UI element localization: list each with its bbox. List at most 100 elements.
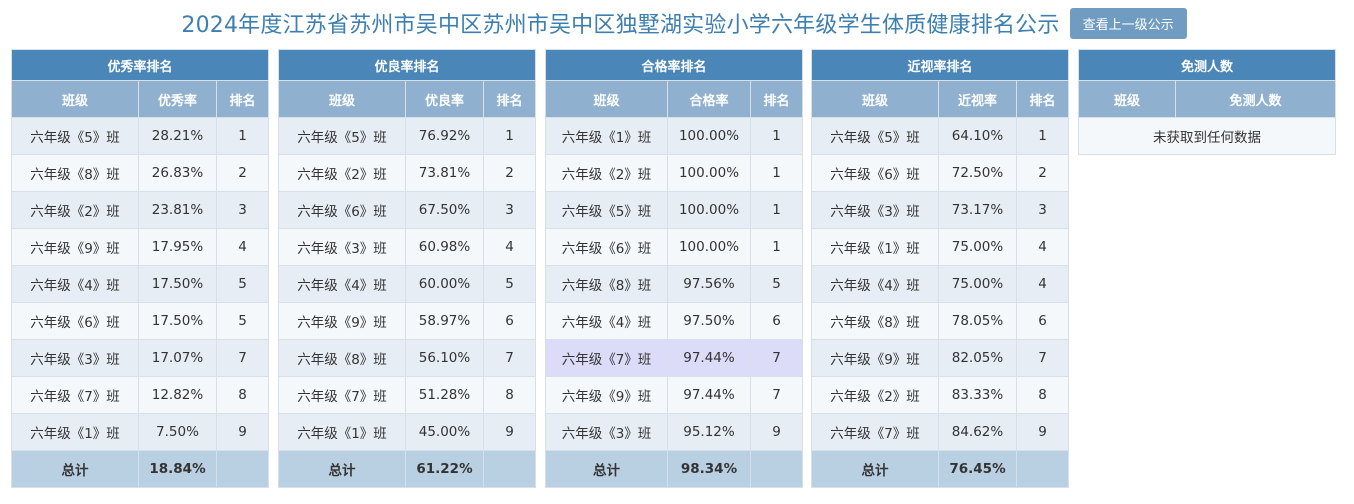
total-label: 总计 [278,450,406,488]
column-header-rate: 近视率 [938,80,1017,118]
view-parent-notice-button[interactable]: 查看上一级公示 [1069,7,1187,39]
rate-cell: 100.00% [667,228,751,266]
class-name-cell: 六年级《3》班 [811,191,939,229]
table-row: 六年级《8》班 97.56% 5 [545,265,804,303]
good-rate-table: 优良率排名 班级 优良率 排名 六年级《5》班 76.92% 1 六年级《2》班 73.… [277,49,537,488]
class-name-cell: 六年级《3》班 [545,413,668,451]
table-row: 六年级《8》班 78.05% 6 [811,302,1070,340]
table-caption: 优良率排名 [277,49,537,81]
table-row: 六年级《7》班 12.82% 8 [11,376,270,414]
table-row: 六年级《1》班 100.00% 1 [545,117,804,155]
total-rank-cell [482,450,537,488]
class-name-cell: 六年级《9》班 [811,339,939,377]
rate-cell: 60.98% [405,228,484,266]
table-row: 六年级《2》班 73.81% 2 [278,154,537,192]
class-name-cell: 六年级《9》班 [278,302,406,340]
total-label: 总计 [11,450,139,488]
rank-cell: 2 [482,154,537,192]
column-header-class: 班级 [1078,80,1176,118]
table-row: 六年级《9》班 17.95% 4 [11,228,270,266]
total-row: 总计 98.34% [545,450,804,488]
rate-cell: 67.50% [405,191,484,229]
table-row: 六年级《2》班 100.00% 1 [545,154,804,192]
column-header-rank: 排名 [1015,80,1070,118]
rate-cell: 17.50% [138,302,217,340]
total-value: 18.84% [138,450,217,488]
rank-cell: 1 [749,117,804,155]
class-name-cell: 六年级《8》班 [811,302,939,340]
column-header-class: 班级 [545,80,668,118]
rate-cell: 72.50% [938,154,1017,192]
class-name-cell: 六年级《5》班 [278,117,406,155]
rate-cell: 23.81% [138,191,217,229]
rank-cell: 2 [1015,154,1070,192]
class-name-cell: 六年级《6》班 [811,154,939,192]
rate-cell: 7.50% [138,413,217,451]
rank-cell: 3 [215,191,270,229]
class-name-cell: 六年级《4》班 [545,302,668,340]
rank-cell: 9 [215,413,270,451]
class-name-cell: 六年级《8》班 [11,154,139,192]
rank-cell: 6 [1015,302,1070,340]
rank-cell: 6 [482,302,537,340]
total-value: 61.22% [405,450,484,488]
table-caption: 优秀率排名 [10,49,270,81]
rank-cell: 7 [482,339,537,377]
total-row: 总计 61.22% [278,450,537,488]
class-name-cell: 六年级《1》班 [545,117,668,155]
rank-cell: 8 [215,376,270,414]
table-row: 六年级《1》班 75.00% 4 [811,228,1070,266]
empty-row: 未获取到任何数据 [1077,117,1337,155]
class-name-cell: 六年级《1》班 [11,413,139,451]
rate-cell: 73.81% [405,154,484,192]
table-row: 六年级《7》班 51.28% 8 [278,376,537,414]
rate-cell: 75.00% [938,228,1017,266]
table-caption: 近视率排名 [810,49,1070,81]
class-name-cell: 六年级《5》班 [811,117,939,155]
rate-cell: 73.17% [938,191,1017,229]
rate-cell: 100.00% [667,191,751,229]
column-header-rank: 排名 [749,80,804,118]
table-row: 六年级《3》班 60.98% 4 [278,228,537,266]
rank-cell: 8 [1015,376,1070,414]
rate-cell: 26.83% [138,154,217,192]
total-rank-cell [1015,450,1070,488]
class-name-cell: 六年级《9》班 [11,228,139,266]
class-name-cell: 六年级《4》班 [11,265,139,303]
table-row: 六年级《4》班 17.50% 5 [11,265,270,303]
class-name-cell: 六年级《7》班 [545,339,668,377]
table-row: 六年级《2》班 23.81% 3 [11,191,270,229]
table-row: 六年级《5》班 64.10% 1 [811,117,1070,155]
rate-cell: 28.21% [138,117,217,155]
class-name-cell: 六年级《1》班 [278,413,406,451]
table-row: 六年级《6》班 72.50% 2 [811,154,1070,192]
table-caption: 合格率排名 [544,49,804,81]
rate-cell: 100.00% [667,154,751,192]
column-header-class: 班级 [811,80,939,118]
rank-cell: 7 [749,339,804,377]
table-row: 六年级《2》班 83.33% 8 [811,376,1070,414]
rate-cell: 64.10% [938,117,1017,155]
total-row: 总计 76.45% [811,450,1070,488]
table-row: 六年级《6》班 17.50% 5 [11,302,270,340]
empty-message: 未获取到任何数据 [1077,117,1337,155]
table-row: 六年级《4》班 60.00% 5 [278,265,537,303]
table-row: 六年级《7》班 97.44% 7 [545,339,804,377]
rank-cell: 1 [1015,117,1070,155]
rate-cell: 97.50% [667,302,751,340]
column-header-rate: 合格率 [667,80,751,118]
page-title: 2024年度江苏省苏州市吴中区苏州市吴中区独墅湖实验小学六年级学生体质健康排名公… [181,13,1060,38]
rank-cell: 4 [482,228,537,266]
rate-cell: 97.56% [667,265,751,303]
rank-cell: 3 [482,191,537,229]
rate-cell: 17.50% [138,265,217,303]
rank-cell: 7 [749,376,804,414]
column-header-rate: 优秀率 [138,80,217,118]
excellent-rate-table: 优秀率排名 班级 优秀率 排名 六年级《5》班 28.21% 1 六年级《8》班 26.… [10,49,270,488]
exempt-count-table: 免测人数 班级 免测人数 未获取到任何数据 [1077,49,1337,155]
rate-cell: 97.44% [667,376,751,414]
rate-cell: 56.10% [405,339,484,377]
class-name-cell: 六年级《4》班 [811,265,939,303]
rate-cell: 76.92% [405,117,484,155]
rank-cell: 1 [482,117,537,155]
